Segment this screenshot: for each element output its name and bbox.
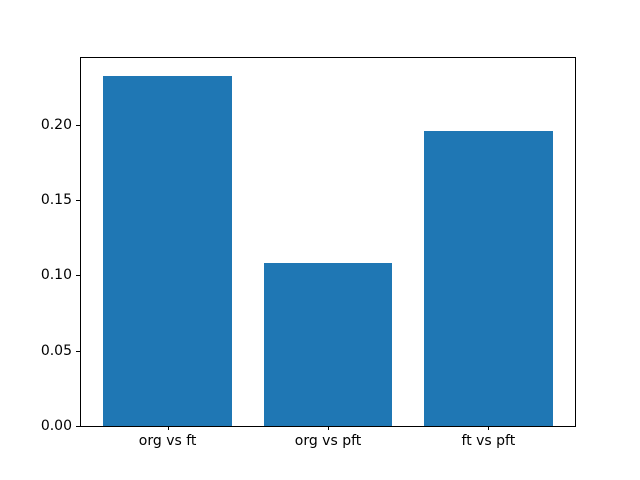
y-tick-mark <box>76 199 80 201</box>
x-tick-mark <box>488 426 490 430</box>
x-tick-mark <box>328 426 329 430</box>
plot-area: org vs ft org vs pft ft vs pft 0.00 0.05 0.10… <box>41 57 576 448</box>
y-tick-mark <box>76 275 80 277</box>
y-tick-mark <box>76 350 80 352</box>
x-tick-label: org vs ft <box>138 433 197 449</box>
y-tick-mark <box>76 426 80 427</box>
y-tick-label: 0.00 <box>40 418 72 434</box>
y-tick-label: 0.20 <box>40 116 72 133</box>
bar <box>424 130 553 426</box>
y-tick-mark <box>76 124 80 126</box>
y-tick-label: 0.10 <box>40 267 72 284</box>
x-tick-label: org vs pft <box>294 433 362 449</box>
y-tick-label: 0.05 <box>40 342 72 359</box>
bar <box>103 76 232 426</box>
y-tick-label: 0.15 <box>40 191 72 208</box>
x-tick-label: ft vs pft <box>461 433 516 449</box>
bar <box>263 263 393 426</box>
x-tick-mark <box>167 426 169 430</box>
